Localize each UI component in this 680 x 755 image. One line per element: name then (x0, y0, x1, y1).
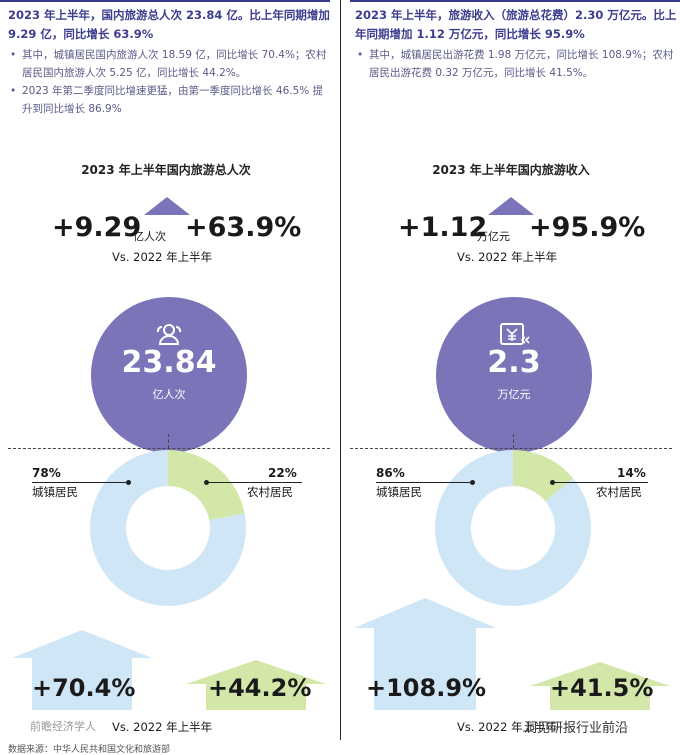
left-dashed-rule (8, 448, 330, 449)
right-headline: 2023 年上半年，旅游收入（旅游总花费）2.30 万亿元。比上年同期增加 1.… (355, 8, 677, 41)
right-total-unit: 万亿元 (497, 388, 531, 401)
left-rural-growth: +44.2% (208, 674, 312, 702)
right-rural-growth: +41.5% (550, 674, 654, 702)
right-increase-value: +1.12 (398, 212, 488, 243)
people-icon (156, 324, 182, 345)
left-section-title: 2023 年上半年国内旅游总人次 (81, 163, 251, 177)
left-urban-growth: +70.4% (32, 674, 136, 702)
left-dashed-stem (168, 434, 169, 448)
right-growth-value: +95.9% (529, 212, 646, 243)
right-increase-unit: 万亿元 (477, 230, 510, 243)
left-urban-leader (32, 482, 128, 483)
left-bullet-1: 其中，城镇居民国内旅游人次 18.59 亿，同比增长 70.4%；农村居民国内旅… (8, 46, 330, 82)
right-urban-leader (376, 482, 472, 483)
right-urban-pct: 86% (376, 466, 405, 480)
right-rural-arrow (530, 662, 670, 710)
right-rural-dot (550, 480, 555, 485)
right-bullets: 其中，城镇居民出游花费 1.98 万亿元，同比增长 108.9%；农村居民出游花… (355, 46, 677, 82)
donut-slice-rural (168, 450, 245, 521)
donut-slice-urban (90, 450, 246, 606)
left-rural-label: 农村居民 (247, 485, 293, 499)
right-urban-growth: +108.9% (366, 674, 487, 702)
left-donut-chart (90, 450, 246, 606)
right-urban-arrow (354, 598, 496, 710)
left-urban-arrow (12, 630, 152, 710)
right-rural-leader (552, 482, 648, 483)
left-rural-arrow (186, 660, 326, 710)
donut-slice-rural (513, 450, 574, 502)
right-dashed-stem (513, 434, 514, 448)
right-rural-pct: 14% (617, 466, 646, 480)
right-total-circle: 2.3 万亿元 (436, 297, 592, 453)
right-bottom-vs: Vs. 2022 年上半年 (457, 720, 558, 734)
left-increase-unit: 亿人次 (133, 230, 166, 243)
top-rule-left (0, 0, 330, 2)
right-vs-label: Vs. 2022 年上半年 (457, 250, 558, 264)
left-total-circle: 23.84 亿人次 (91, 297, 247, 453)
left-bullet-2: 2023 年第二季度同比增速更猛，由第一季度同比增长 46.5% 提升到同比增长… (8, 82, 330, 118)
right-donut-chart (435, 450, 591, 606)
left-increase-value: +9.29 (52, 212, 142, 243)
right-up-triangle-icon (488, 197, 534, 215)
left-headline: 2023 年上半年，国内旅游总人次 23.84 亿。比上年同期增加 9.29 亿… (8, 8, 330, 41)
column-divider (340, 0, 341, 740)
left-growth-value: +63.9% (185, 212, 302, 243)
left-urban-label: 城镇居民 (32, 485, 78, 499)
left-rural-pct: 22% (268, 466, 297, 480)
watermark-left: 前瞻经济学人 (30, 720, 96, 733)
left-vs-label: Vs. 2022 年上半年 (112, 250, 213, 264)
right-total-value: 2.3 (487, 345, 541, 380)
watermark-right: 洞见研报行业前沿 (524, 721, 629, 736)
yen-bill-icon (500, 323, 530, 345)
left-bullets: 其中，城镇居民国内旅游人次 18.59 亿，同比增长 70.4%；农村居民国内旅… (8, 46, 330, 118)
right-urban-dot (470, 480, 475, 485)
right-rural-label: 农村居民 (596, 485, 642, 499)
left-urban-dot (126, 480, 131, 485)
source-note: 数据来源：中华人民共和国文化和旅游部 (8, 745, 171, 755)
left-urban-pct: 78% (32, 466, 61, 480)
right-dashed-rule (350, 448, 672, 449)
right-section-title: 2023 年上半年国内旅游收入 (432, 163, 590, 177)
left-total-unit: 亿人次 (152, 388, 186, 401)
left-rural-dot (204, 480, 209, 485)
donut-slice-urban (435, 450, 591, 606)
left-up-triangle-icon (144, 197, 190, 215)
left-total-value: 23.84 (121, 345, 217, 380)
left-bottom-vs: Vs. 2022 年上半年 (112, 720, 213, 734)
right-urban-label: 城镇居民 (376, 485, 422, 499)
right-bullet-1: 其中，城镇居民出游花费 1.98 万亿元，同比增长 108.9%；农村居民出游花… (355, 46, 677, 82)
left-rural-leader (206, 482, 302, 483)
top-rule-right (350, 0, 680, 2)
